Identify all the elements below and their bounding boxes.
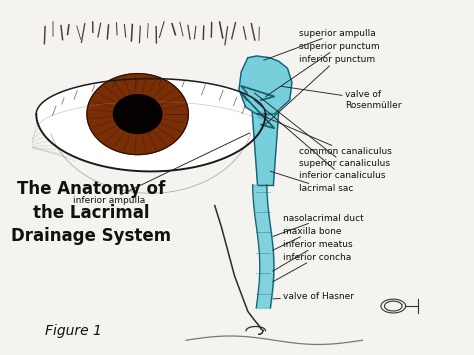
Text: superior punctum: superior punctum bbox=[265, 42, 379, 97]
Text: inferior ampulla: inferior ampulla bbox=[73, 133, 250, 205]
Text: superior ampulla: superior ampulla bbox=[264, 29, 375, 60]
Text: maxilla bone: maxilla bone bbox=[273, 226, 342, 250]
Polygon shape bbox=[252, 112, 279, 185]
Text: inferior canaliculus: inferior canaliculus bbox=[255, 100, 385, 180]
Text: lacrimal sac: lacrimal sac bbox=[270, 171, 353, 193]
Circle shape bbox=[87, 73, 188, 155]
Text: valve of
Rosenmüller: valve of Rosenmüller bbox=[282, 86, 401, 110]
Text: nasolacrimal duct: nasolacrimal duct bbox=[273, 213, 364, 236]
Text: inferior meatus: inferior meatus bbox=[273, 240, 353, 271]
Text: Figure 1: Figure 1 bbox=[45, 324, 102, 338]
Text: common canaliculus: common canaliculus bbox=[257, 114, 392, 155]
Text: The Anatomy of
the Lacrimal
Drainage System: The Anatomy of the Lacrimal Drainage Sys… bbox=[11, 180, 172, 245]
Circle shape bbox=[113, 95, 162, 133]
Polygon shape bbox=[36, 78, 265, 171]
Text: valve of Hasner: valve of Hasner bbox=[273, 292, 354, 301]
Text: inferior concha: inferior concha bbox=[273, 253, 351, 282]
Polygon shape bbox=[239, 56, 292, 114]
Ellipse shape bbox=[258, 112, 269, 119]
Text: superior canaliculus: superior canaliculus bbox=[255, 93, 390, 168]
Text: inferior punctum: inferior punctum bbox=[265, 55, 374, 125]
